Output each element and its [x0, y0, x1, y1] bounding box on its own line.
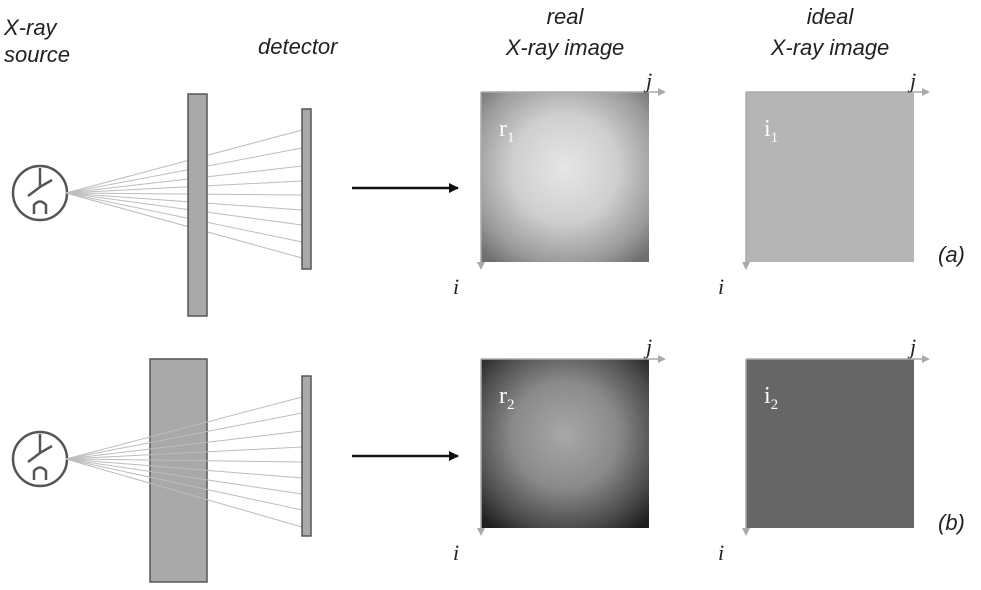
- detector-b: [301, 375, 312, 537]
- axis-i-real-b: i: [453, 540, 460, 565]
- real-title-line2: X-ray image: [505, 35, 625, 60]
- axis-i-ideal-b: i: [718, 540, 725, 565]
- detector-a: [301, 108, 312, 270]
- axis-i-real-a: i: [453, 274, 460, 299]
- xray-source-b: [11, 430, 69, 488]
- axes-ideal-a: [742, 88, 930, 270]
- detector-label: detector: [258, 34, 338, 59]
- rays-a: [65, 129, 303, 259]
- xray-source-a: [11, 164, 69, 222]
- real-image-b: [481, 359, 649, 528]
- ideal-image-label-a: i1: [764, 116, 779, 146]
- axis-j-real-b: j: [646, 334, 653, 359]
- ideal-title-line2: X-ray image: [770, 35, 890, 60]
- ideal-image-label-b: i2: [764, 383, 779, 413]
- ideal-title-line1: ideal: [806, 4, 854, 29]
- ideal-image-a: [746, 92, 914, 262]
- real-image-label-b: r2: [499, 383, 515, 413]
- axis-j-real-a: j: [646, 68, 653, 93]
- source-label: X-ray source: [4, 15, 71, 67]
- ideal-image-b: [746, 359, 914, 528]
- real-image-a: [481, 92, 649, 262]
- axes-real-a: [477, 88, 666, 270]
- axis-j-ideal-a: j: [910, 68, 917, 93]
- object-thick-b: [149, 358, 208, 583]
- real-image-label-a: r1: [499, 116, 515, 146]
- real-title-line1: real: [546, 4, 584, 29]
- axes-real-b: [477, 355, 666, 536]
- axis-i-ideal-a: i: [718, 274, 725, 299]
- axis-j-ideal-b: j: [910, 334, 917, 359]
- row-b-tag: (b): [938, 510, 965, 535]
- rays-b: [65, 396, 303, 528]
- axes-ideal-b: [742, 355, 930, 536]
- object-thin-a: [187, 93, 208, 317]
- row-a-tag: (a): [938, 242, 965, 267]
